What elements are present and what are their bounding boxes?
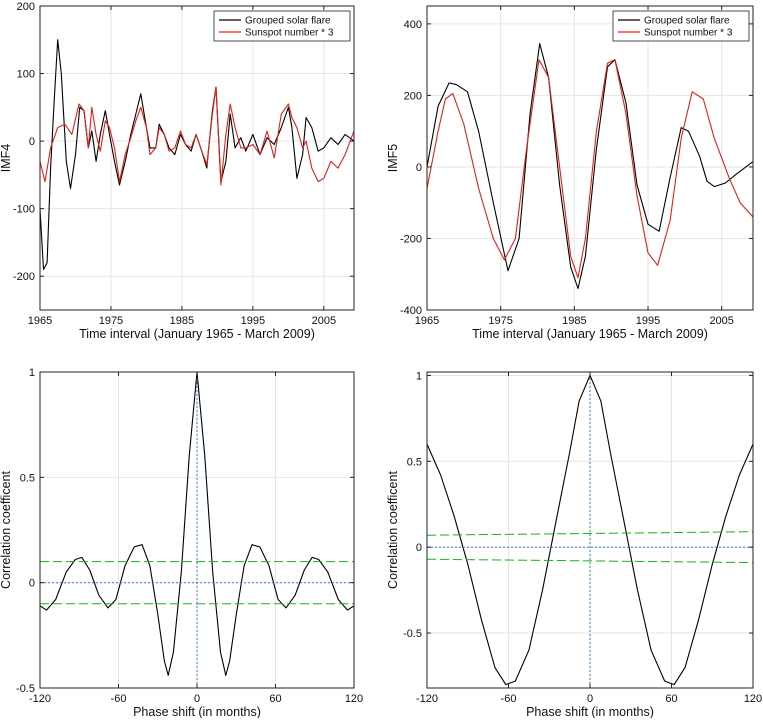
- y-tick-label: 1: [29, 367, 35, 379]
- series-correlation: [40, 372, 354, 676]
- legend-box: [612, 10, 750, 42]
- series-grouped-solar-flare: [427, 43, 753, 290]
- x-tick-label: 1995: [241, 315, 265, 327]
- series-grouped-solar-flare: [40, 39, 354, 271]
- y-axis-label: IMF4: [0, 144, 13, 173]
- y-tick-label: 0: [29, 578, 35, 590]
- x-tick-label: 2005: [709, 315, 733, 327]
- series-upper-significance: [427, 531, 753, 536]
- axes-box: [426, 5, 754, 311]
- y-tick-label: -100: [13, 204, 35, 216]
- y-tick-label: 400: [404, 19, 422, 31]
- series-sunspot-number-3: [40, 86, 354, 186]
- series-lower-significance: [427, 558, 753, 564]
- y-tick-label: -400: [400, 305, 422, 317]
- x-tick-label: 60: [665, 693, 677, 705]
- series-sunspot-number-3: [427, 59, 753, 279]
- y-tick-label: 100: [17, 69, 35, 81]
- y-tick-label: -200: [400, 233, 422, 245]
- legend-label: Grouped solar flare: [644, 16, 730, 27]
- y-axis-label: Correlation coefficent: [0, 471, 13, 589]
- x-tick-label: 1995: [636, 315, 660, 327]
- x-axis-label: Time interval (January 1965 - March 2009…: [79, 327, 315, 341]
- y-tick-label: 1: [416, 370, 422, 382]
- x-axis-label: Phase shift (in months): [133, 705, 261, 718]
- x-tick-label: 0: [587, 693, 593, 705]
- x-tick-label: 1975: [488, 315, 512, 327]
- y-tick-label: 200: [404, 90, 422, 102]
- y-axis-label: Correlation coefficent: [386, 471, 400, 589]
- y-tick-label: -0.5: [16, 683, 35, 695]
- x-tick-label: 1985: [562, 315, 586, 327]
- chart-bottom-right: -120 -60 0 60 120 -0.5 0 0.5 1 Phase shift (in mo…: [386, 370, 762, 719]
- y-tick-label: 0: [29, 136, 35, 148]
- chart-top-right: 1965 1975 1985 1995 2005 -400 -200 0 200 400 Time …: [386, 5, 754, 341]
- x-tick-label: 0: [194, 693, 200, 705]
- x-tick-label: -120: [29, 693, 51, 705]
- x-tick-label: -120: [416, 693, 438, 705]
- series-group: [40, 39, 354, 271]
- y-tick-label: 0: [416, 162, 422, 174]
- chart-bottom-left: -120 -60 0 60 120 -0.5 0 0.5 1 Phase shift (in mo…: [0, 367, 363, 719]
- axes-box: [39, 5, 355, 311]
- series-group: [40, 372, 354, 688]
- x-axis-label: Time interval (January 1965 - March 2009…: [472, 327, 708, 341]
- y-tick-label: 200: [17, 1, 35, 13]
- y-tick-label: 0: [416, 542, 422, 554]
- y-tick-label: -0.5: [403, 628, 422, 640]
- legend-label: Grouped solar flare: [245, 16, 331, 27]
- x-tick-label: 1975: [99, 315, 123, 327]
- y-tick-label: 0.5: [20, 472, 35, 484]
- x-tick-label: -60: [111, 693, 127, 705]
- x-tick-label: 1965: [28, 315, 52, 327]
- legend-label: Sunspot number * 3: [644, 28, 733, 39]
- y-tick-label: -200: [13, 271, 35, 283]
- x-axis-label: Phase shift (in months): [526, 705, 654, 718]
- x-tick-label: 120: [345, 693, 363, 705]
- series-group: [427, 43, 753, 290]
- x-tick-label: 60: [269, 693, 281, 705]
- legend-label: Sunspot number * 3: [245, 28, 334, 39]
- x-tick-label: 1985: [170, 315, 194, 327]
- y-tick-label: 0.5: [407, 456, 422, 468]
- x-tick-label: 1965: [415, 315, 439, 327]
- x-tick-label: 2005: [312, 315, 336, 327]
- chart-top-left: 1965 1975 1985 1995 2005 -200 -100 0 100 200 Time …: [0, 1, 355, 341]
- y-axis-label: IMF5: [386, 144, 400, 173]
- x-tick-label: 120: [744, 693, 762, 705]
- x-tick-label: -60: [501, 693, 517, 705]
- legend-box: [213, 10, 351, 42]
